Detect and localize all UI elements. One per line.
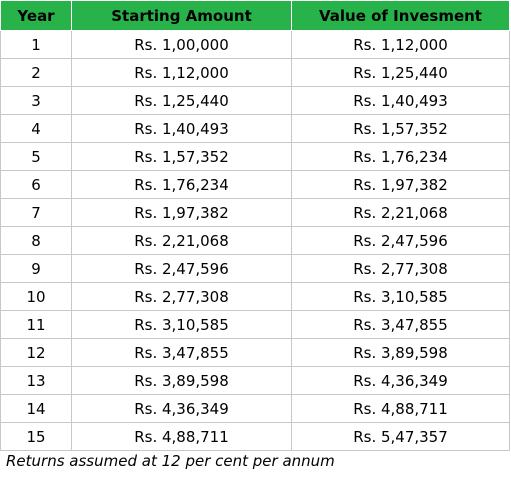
footnote: Returns assumed at 12 per cent per annum (6, 452, 335, 470)
table-row: 11 Rs. 3,10,585 Rs. 3,47,855 (0, 310, 510, 339)
cell-year: 9 (0, 254, 72, 283)
cell-value-of-investment: Rs. 1,12,000 (291, 30, 510, 59)
cell-starting-amount: Rs. 4,36,349 (71, 394, 292, 423)
cell-starting-amount: Rs. 1,12,000 (71, 58, 292, 87)
cell-year: 14 (0, 394, 72, 423)
cell-starting-amount: Rs. 1,57,352 (71, 142, 292, 171)
table-row: 3 Rs. 1,25,440 Rs. 1,40,493 (0, 86, 510, 115)
cell-starting-amount: Rs. 3,89,598 (71, 366, 292, 395)
cell-year: 4 (0, 114, 72, 143)
cell-value-of-investment: Rs. 1,40,493 (291, 86, 510, 115)
cell-starting-amount: Rs. 1,25,440 (71, 86, 292, 115)
cell-starting-amount: Rs. 3,10,585 (71, 310, 292, 339)
cell-value-of-investment: Rs. 1,97,382 (291, 170, 510, 199)
table-row: 12 Rs. 3,47,855 Rs. 3,89,598 (0, 338, 510, 367)
table-row: 4 Rs. 1,40,493 Rs. 1,57,352 (0, 114, 510, 143)
investment-table: Year Starting Amount Value of Invesment … (0, 0, 510, 451)
header-row: Year Starting Amount Value of Invesment (0, 0, 510, 31)
cell-starting-amount: Rs. 2,77,308 (71, 282, 292, 311)
cell-starting-amount: Rs. 2,21,068 (71, 226, 292, 255)
table-row: 6 Rs. 1,76,234 Rs. 1,97,382 (0, 170, 510, 199)
cell-starting-amount: Rs. 1,40,493 (71, 114, 292, 143)
cell-year: 3 (0, 86, 72, 115)
cell-value-of-investment: Rs. 1,25,440 (291, 58, 510, 87)
cell-value-of-investment: Rs. 3,89,598 (291, 338, 510, 367)
table-row: 9 Rs. 2,47,596 Rs. 2,77,308 (0, 254, 510, 283)
table-body: 1 Rs. 1,00,000 Rs. 1,12,000 2 Rs. 1,12,000 Rs… (0, 30, 510, 451)
cell-year: 8 (0, 226, 72, 255)
cell-value-of-investment: Rs. 2,21,068 (291, 198, 510, 227)
table-row: 13 Rs. 3,89,598 Rs. 4,36,349 (0, 366, 510, 395)
cell-year: 2 (0, 58, 72, 87)
cell-year: 1 (0, 30, 72, 59)
cell-value-of-investment: Rs. 5,47,357 (291, 422, 510, 451)
cell-value-of-investment: Rs. 3,47,855 (291, 310, 510, 339)
table-row: 10 Rs. 2,77,308 Rs. 3,10,585 (0, 282, 510, 311)
cell-starting-amount: Rs. 4,88,711 (71, 422, 292, 451)
cell-year: 6 (0, 170, 72, 199)
header-value-of-investment: Value of Invesment (291, 0, 510, 31)
cell-starting-amount: Rs. 3,47,855 (71, 338, 292, 367)
cell-starting-amount: Rs. 1,97,382 (71, 198, 292, 227)
cell-starting-amount: Rs. 1,76,234 (71, 170, 292, 199)
cell-year: 11 (0, 310, 72, 339)
cell-value-of-investment: Rs. 1,57,352 (291, 114, 510, 143)
cell-year: 12 (0, 338, 72, 367)
cell-year: 10 (0, 282, 72, 311)
cell-starting-amount: Rs. 1,00,000 (71, 30, 292, 59)
cell-value-of-investment: Rs. 2,47,596 (291, 226, 510, 255)
table-row: 8 Rs. 2,21,068 Rs. 2,47,596 (0, 226, 510, 255)
table-row: 5 Rs. 1,57,352 Rs. 1,76,234 (0, 142, 510, 171)
cell-year: 15 (0, 422, 72, 451)
cell-year: 5 (0, 142, 72, 171)
table-row: 14 Rs. 4,36,349 Rs. 4,88,711 (0, 394, 510, 423)
cell-value-of-investment: Rs. 4,88,711 (291, 394, 510, 423)
header-starting-amount: Starting Amount (71, 0, 292, 31)
table-row: 1 Rs. 1,00,000 Rs. 1,12,000 (0, 30, 510, 59)
cell-value-of-investment: Rs. 4,36,349 (291, 366, 510, 395)
table-row: 15 Rs. 4,88,711 Rs. 5,47,357 (0, 422, 510, 451)
cell-starting-amount: Rs. 2,47,596 (71, 254, 292, 283)
header-year: Year (0, 0, 72, 31)
cell-year: 7 (0, 198, 72, 227)
cell-value-of-investment: Rs. 2,77,308 (291, 254, 510, 283)
table-row: 2 Rs. 1,12,000 Rs. 1,25,440 (0, 58, 510, 87)
cell-value-of-investment: Rs. 1,76,234 (291, 142, 510, 171)
cell-value-of-investment: Rs. 3,10,585 (291, 282, 510, 311)
table-row: 7 Rs. 1,97,382 Rs. 2,21,068 (0, 198, 510, 227)
cell-year: 13 (0, 366, 72, 395)
